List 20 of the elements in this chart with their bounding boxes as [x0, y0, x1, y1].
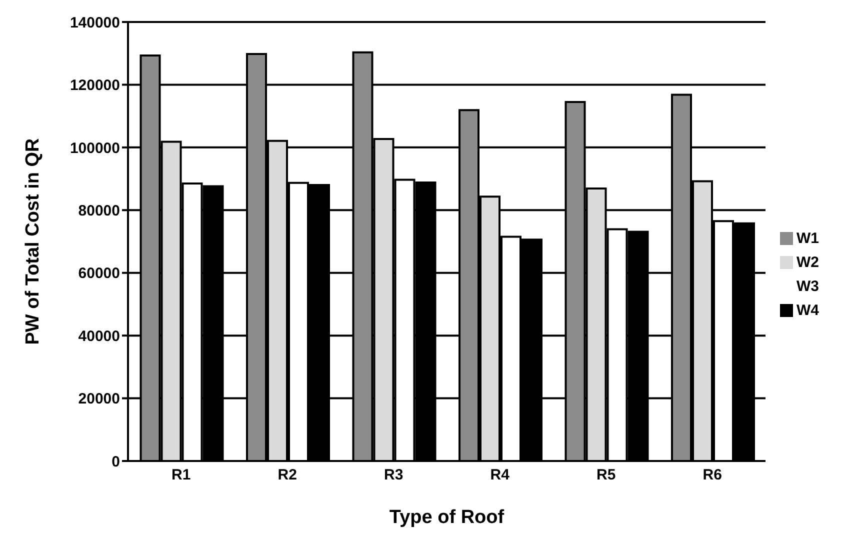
x-tick-label: R5 — [596, 466, 616, 484]
text: W3 — [796, 278, 819, 294]
y-tick-label: 80000 — [78, 202, 120, 220]
x-axis-title: Type of Roof — [389, 507, 505, 528]
y-axis-title: PW of Total Cost in QR — [22, 138, 44, 345]
x-tick-label: R3 — [384, 466, 404, 484]
y-tick-label: 60000 — [78, 265, 120, 282]
y-tick-label: 140000 — [70, 14, 120, 32]
y-tick-label: 20000 — [78, 390, 120, 408]
x-tick-label: R6 — [702, 466, 722, 484]
legend-label: W4 — [796, 302, 819, 318]
legend-label: W1 — [796, 230, 819, 246]
y-tick-label: 40000 — [78, 328, 120, 345]
y-tick-label: 120000 — [70, 77, 120, 94]
y-tick-label: 100000 — [70, 140, 120, 157]
y-tick-label: 0 — [112, 453, 120, 470]
x-tick-label: R1 — [172, 466, 191, 484]
legend-label: W2 — [796, 254, 819, 270]
x-tick-label: R2 — [278, 466, 297, 484]
x-tick-label: R4 — [490, 466, 510, 484]
